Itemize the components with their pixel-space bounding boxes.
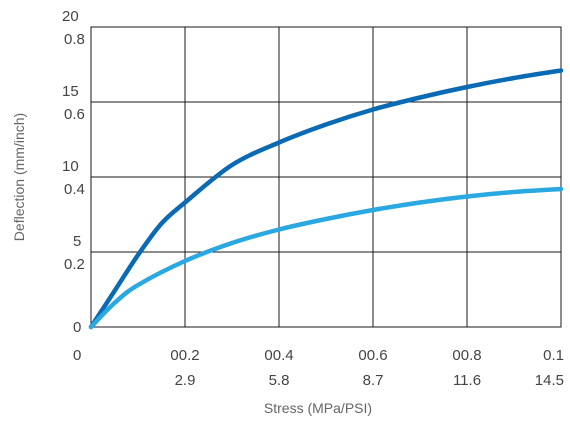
x-tick-label-mpa: 0 [73, 347, 81, 364]
y-tick-label-mm: 10 [62, 158, 79, 175]
y-tick-label-inch: 0.8 [64, 31, 85, 48]
y-tick-label-mm: 20 [62, 8, 79, 25]
x-tick-label-mpa: 00.4 [264, 347, 293, 364]
y-axis-title: Deflection (mm/inch) [11, 113, 27, 241]
x-tick-label-psi: 5.8 [269, 372, 290, 389]
x-tick-label-mpa: 0.1 [543, 347, 564, 364]
y-tick-label-inch: 0.4 [64, 181, 85, 198]
x-tick-label-psi: 11.6 [453, 372, 481, 389]
x-tick-label-mpa: 00.2 [170, 347, 199, 364]
x-tick-label-psi: 8.7 [363, 372, 384, 389]
x-tick-labels: 0 00.2 2.9 00.4 5.8 00.6 8.7 00.8 11.6 0.1 14.5 [73, 347, 564, 389]
x-tick-label-mpa: 00.6 [358, 347, 387, 364]
series-line-2 [88, 186, 564, 330]
series-lines [88, 68, 564, 330]
grid-lines [90, 26, 562, 328]
y-tick-label-inch: 0.2 [64, 256, 85, 273]
y-tick-labels: 0 5 0.2 10 0.4 15 0.6 20 0.8 [62, 8, 85, 336]
x-tick-label-psi: 2.9 [175, 372, 196, 389]
y-tick-label-mm: 15 [62, 83, 79, 100]
y-tick-label-inch: 0.6 [64, 106, 85, 123]
x-axis-title: Stress (MPa/PSI) [264, 400, 372, 416]
series-line-1 [88, 68, 564, 330]
y-tick-label-mm: 0 [73, 319, 81, 336]
y-tick-label-mm: 5 [73, 233, 81, 250]
x-tick-label-psi: 14.5 [535, 372, 564, 389]
x-tick-label-mpa: 00.8 [452, 347, 481, 364]
